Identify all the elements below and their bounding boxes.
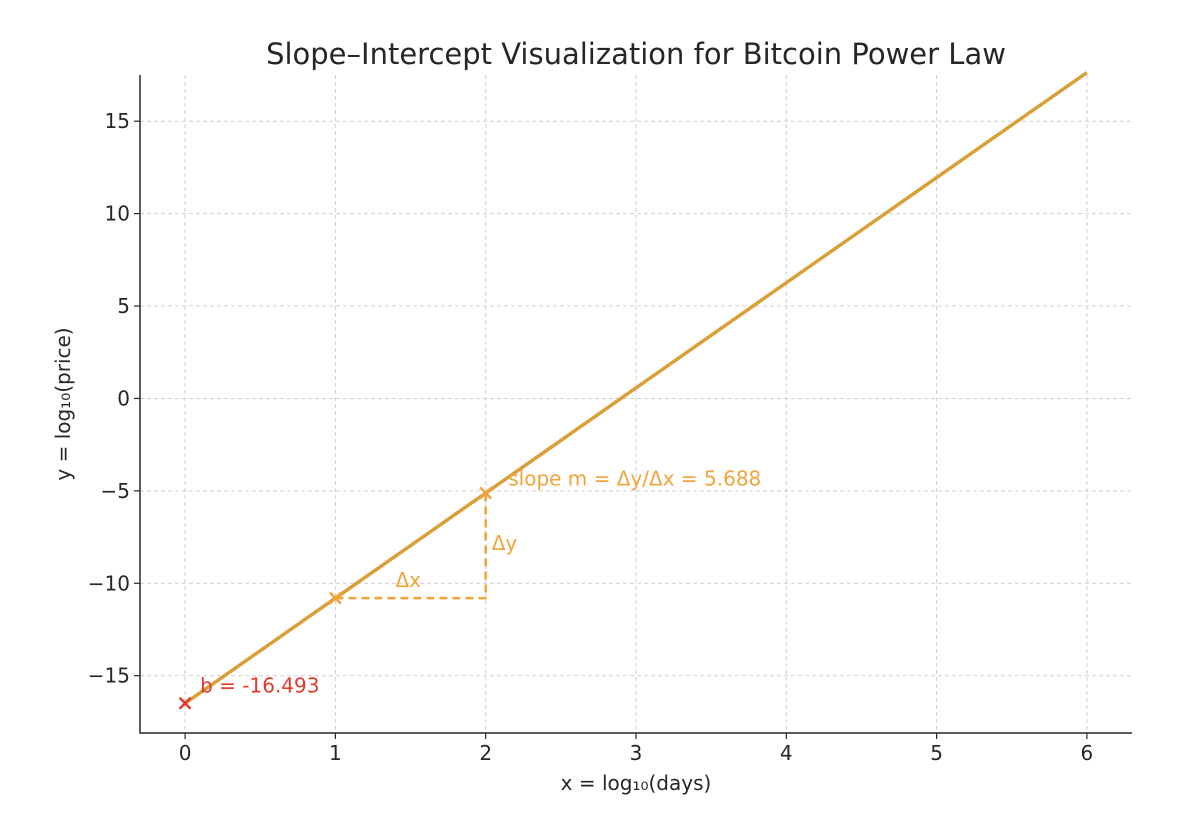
- axes-spines: [139, 75, 1132, 734]
- y-tick-label: −10: [88, 571, 130, 595]
- delta-x-annotation: Δx: [396, 568, 422, 592]
- annotations: b = -16.493 slope m = Δy/Δx = 5.688 Δx Δ…: [200, 466, 761, 697]
- point-marker: [178, 696, 192, 710]
- x-axis-label: x = log₁₀(days): [561, 771, 712, 795]
- y-tick-label: 0: [117, 386, 130, 410]
- x-tick-label: 1: [329, 741, 342, 765]
- ticks: 0 1 2 3 4 5 6 −15 −10 −5 0 5 10 15: [88, 109, 1093, 765]
- intercept-annotation: b = -16.493: [200, 673, 319, 697]
- y-tick-label: −5: [101, 479, 130, 503]
- y-tick-label: 15: [105, 109, 130, 133]
- y-axis-label: y = log₁₀(price): [51, 327, 75, 480]
- y-tick-label: −15: [88, 664, 130, 688]
- x-tick-label: 2: [479, 741, 492, 765]
- y-tick-label: 10: [105, 202, 130, 226]
- grid: [140, 75, 1132, 733]
- point-marker: [479, 486, 493, 500]
- x-tick-label: 4: [780, 741, 793, 765]
- y-tick-label: 5: [117, 294, 130, 318]
- point-marker: [329, 591, 342, 605]
- x-tick-label: 0: [179, 741, 192, 765]
- x-tick-label: 5: [930, 741, 943, 765]
- series: [178, 71, 1088, 710]
- slope-annotation: slope m = Δy/Δx = 5.688: [508, 466, 761, 490]
- slope-triangle: [335, 493, 487, 600]
- chart-title: Slope–Intercept Visualization for Bitcoi…: [266, 37, 1006, 71]
- x-tick-label: 6: [1081, 741, 1094, 765]
- delta-y-annotation: Δy: [492, 531, 518, 555]
- x-tick-label: 3: [630, 741, 643, 765]
